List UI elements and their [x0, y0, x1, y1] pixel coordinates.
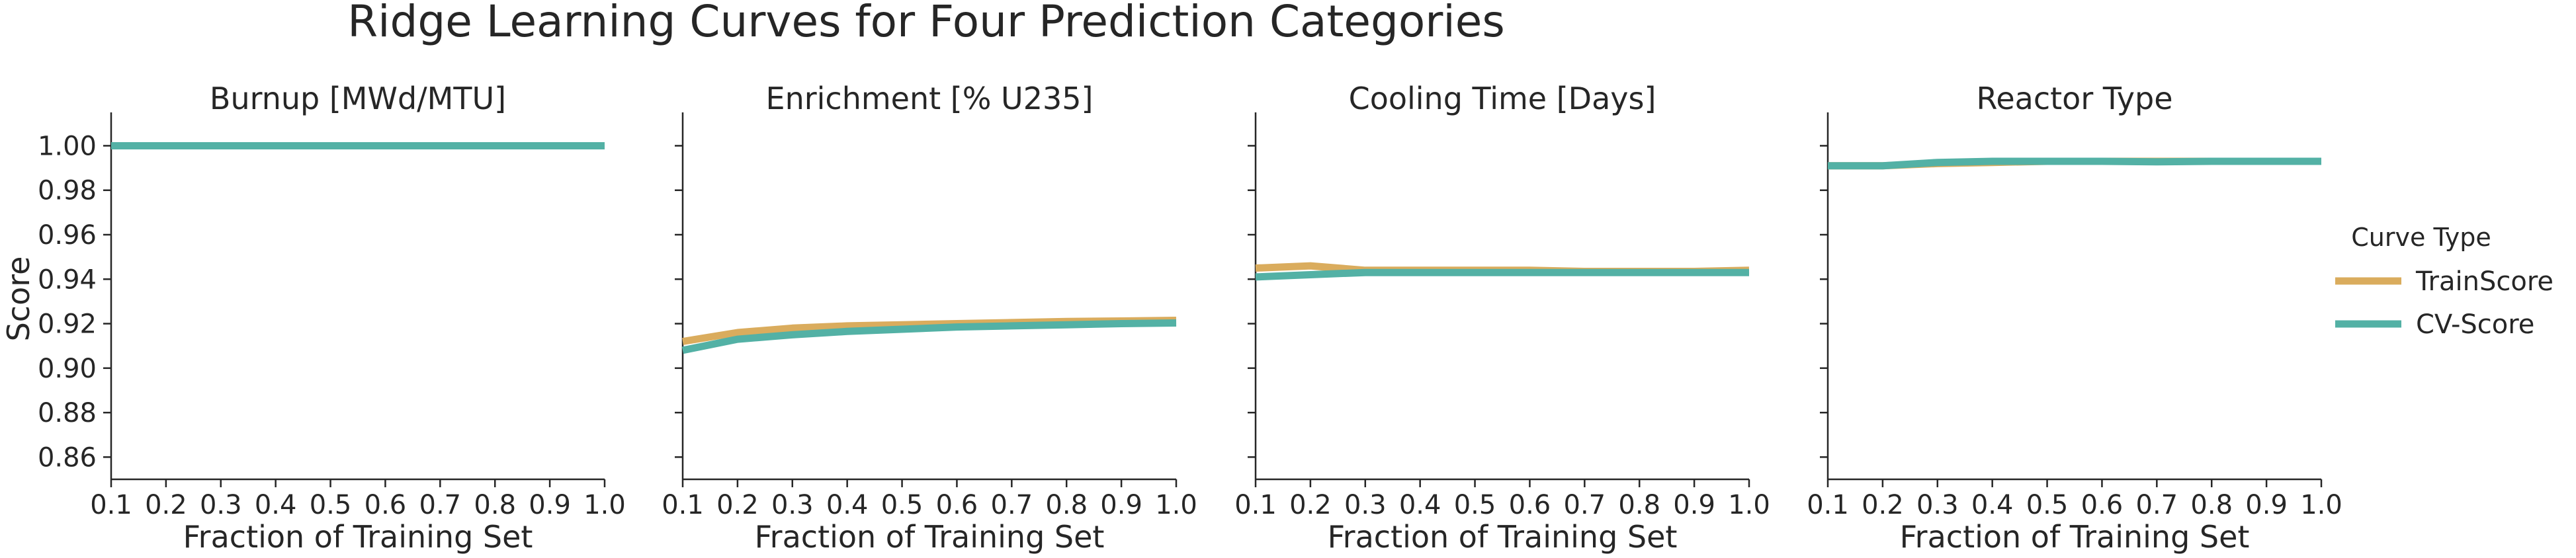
series-line-cv-score	[1828, 157, 2321, 170]
x-tick-label: 0.2	[1862, 490, 1904, 520]
x-axis-label: Fraction of Training Set	[1900, 519, 2250, 555]
x-tick-label: 1.0	[1155, 490, 1197, 520]
panel-title: Cooling Time [Days]	[1349, 81, 1656, 116]
x-tick-label: 0.7	[991, 490, 1033, 520]
x-tick-label: 1.0	[1728, 490, 1770, 520]
x-tick-label: 0.2	[1289, 490, 1332, 520]
x-tick-label: 0.3	[1916, 490, 1959, 520]
panel-burnup-mwd-mtu: Burnup [MWd/MTU] 0.86 0.88 0.90 0.92 0.94 0.96…	[38, 81, 626, 555]
series-line-cv-score	[681, 319, 1177, 354]
series-line-cv-score	[1255, 268, 1749, 281]
x-tick-label: 0.8	[2190, 490, 2233, 520]
x-tick-label: 0.5	[2026, 490, 2069, 520]
x-tick-label: 0.4	[1399, 490, 1441, 520]
x-tick-label: 0.2	[145, 490, 187, 520]
x-axis-label: Fraction of Training Set	[1328, 519, 1678, 555]
x-tick-label: 0.5	[881, 490, 923, 520]
x-tick-label: 0.9	[2245, 490, 2288, 520]
y-axis-label: Score	[1, 257, 36, 342]
x-tick-label: 0.9	[529, 490, 571, 520]
panel-title: Reactor Type	[1976, 81, 2172, 116]
figure-title: Ridge Learning Curves for Four Predictio…	[347, 0, 1504, 47]
x-tick-label: 0.9	[1100, 490, 1142, 520]
x-tick-label: 0.1	[90, 490, 132, 520]
x-tick-label: 0.8	[474, 490, 516, 520]
x-tick-label: 0.6	[2081, 490, 2124, 520]
legend-label: CV-Score	[2416, 309, 2534, 340]
x-tick-label: 0.1	[662, 490, 704, 520]
legend-item-cv-score: CV-Score	[2335, 309, 2534, 340]
panels: Burnup [MWd/MTU] 0.86 0.88 0.90 0.92 0.94 0.96…	[38, 81, 2342, 555]
x-tick-label: 0.7	[1564, 490, 1606, 520]
panel-cooling-time-days: Cooling Time [Days] 0.1 0.2 0.3 0.4 0.5 0.6 0.7…	[1234, 81, 1770, 555]
x-tick-label: 0.5	[1454, 490, 1496, 520]
x-axis-label: Fraction of Training Set	[183, 519, 533, 555]
y-tick-label: 0.98	[38, 176, 97, 206]
legend: Curve Type TrainScore CV-Score	[2335, 223, 2554, 340]
x-axis-label: Fraction of Training Set	[755, 519, 1105, 555]
x-tick-label: 0.4	[826, 490, 869, 520]
panel-title: Enrichment [% U235]	[766, 81, 1094, 116]
x-tick-label: 0.6	[365, 490, 407, 520]
x-tick-label: 0.3	[771, 490, 814, 520]
panel-enrichment-u235: Enrichment [% U235] 0.1 0.2 0.3 0.4 0.5 0.6 0.7…	[662, 81, 1197, 555]
x-tick-label: 0.8	[1045, 490, 1088, 520]
x-tick-label: 0.5	[310, 490, 352, 520]
x-tick-label: 0.8	[1618, 490, 1660, 520]
legend-label: TrainScore	[2415, 266, 2554, 297]
y-tick-label: 0.90	[38, 354, 97, 384]
x-tick-label: 0.6	[936, 490, 978, 520]
panel-title: Burnup [MWd/MTU]	[210, 81, 506, 116]
x-tick-label: 0.4	[255, 490, 297, 520]
legend-title: Curve Type	[2351, 223, 2491, 252]
panel-reactor-type: Reactor Type 0.1 0.2 0.3 0.4 0.5 0.6 0.7 0.8 0.9 1…	[1807, 81, 2342, 555]
y-tick-label: 0.92	[38, 309, 97, 340]
x-tick-label: 0.6	[1509, 490, 1551, 520]
x-tick-label: 0.3	[200, 490, 242, 520]
y-tick-label: 0.94	[38, 264, 97, 295]
x-tick-label: 0.7	[419, 490, 462, 520]
x-tick-label: 0.9	[1673, 490, 1715, 520]
x-tick-label: 1.0	[583, 490, 626, 520]
x-tick-label: 0.2	[716, 490, 759, 520]
x-tick-label: 0.1	[1807, 490, 1849, 520]
x-tick-label: 1.0	[2300, 490, 2342, 520]
y-tick-label: 0.96	[38, 220, 97, 251]
x-tick-label: 0.7	[2136, 490, 2178, 520]
x-tick-label: 0.1	[1234, 490, 1277, 520]
y-tick-label: 1.00	[38, 131, 97, 161]
x-tick-label: 0.3	[1344, 490, 1387, 520]
y-tick-label: 0.88	[38, 398, 97, 428]
y-tick-label: 0.86	[38, 442, 97, 473]
x-tick-label: 0.4	[1971, 490, 2014, 520]
legend-item-trainscore: TrainScore	[2335, 266, 2554, 297]
